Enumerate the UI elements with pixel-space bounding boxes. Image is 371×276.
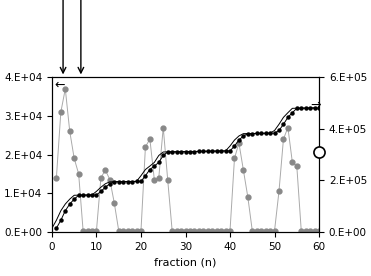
Text: →: →	[310, 99, 321, 112]
X-axis label: fraction (n): fraction (n)	[154, 257, 217, 267]
Text: ←: ←	[54, 78, 65, 92]
